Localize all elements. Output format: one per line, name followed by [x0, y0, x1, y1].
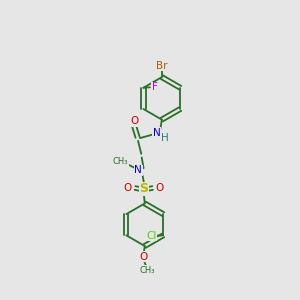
- Text: N: N: [153, 128, 160, 138]
- Text: N: N: [134, 165, 142, 176]
- Text: O: O: [130, 116, 138, 126]
- Text: Br: Br: [156, 61, 168, 70]
- Text: O: O: [156, 183, 164, 193]
- Text: O: O: [124, 183, 132, 193]
- Text: H: H: [160, 133, 168, 143]
- Text: S: S: [139, 182, 148, 195]
- Text: CH₃: CH₃: [139, 266, 155, 275]
- Text: Cl: Cl: [146, 231, 156, 241]
- Text: CH₃: CH₃: [113, 157, 128, 166]
- Text: O: O: [140, 252, 148, 262]
- Text: F: F: [152, 82, 158, 92]
